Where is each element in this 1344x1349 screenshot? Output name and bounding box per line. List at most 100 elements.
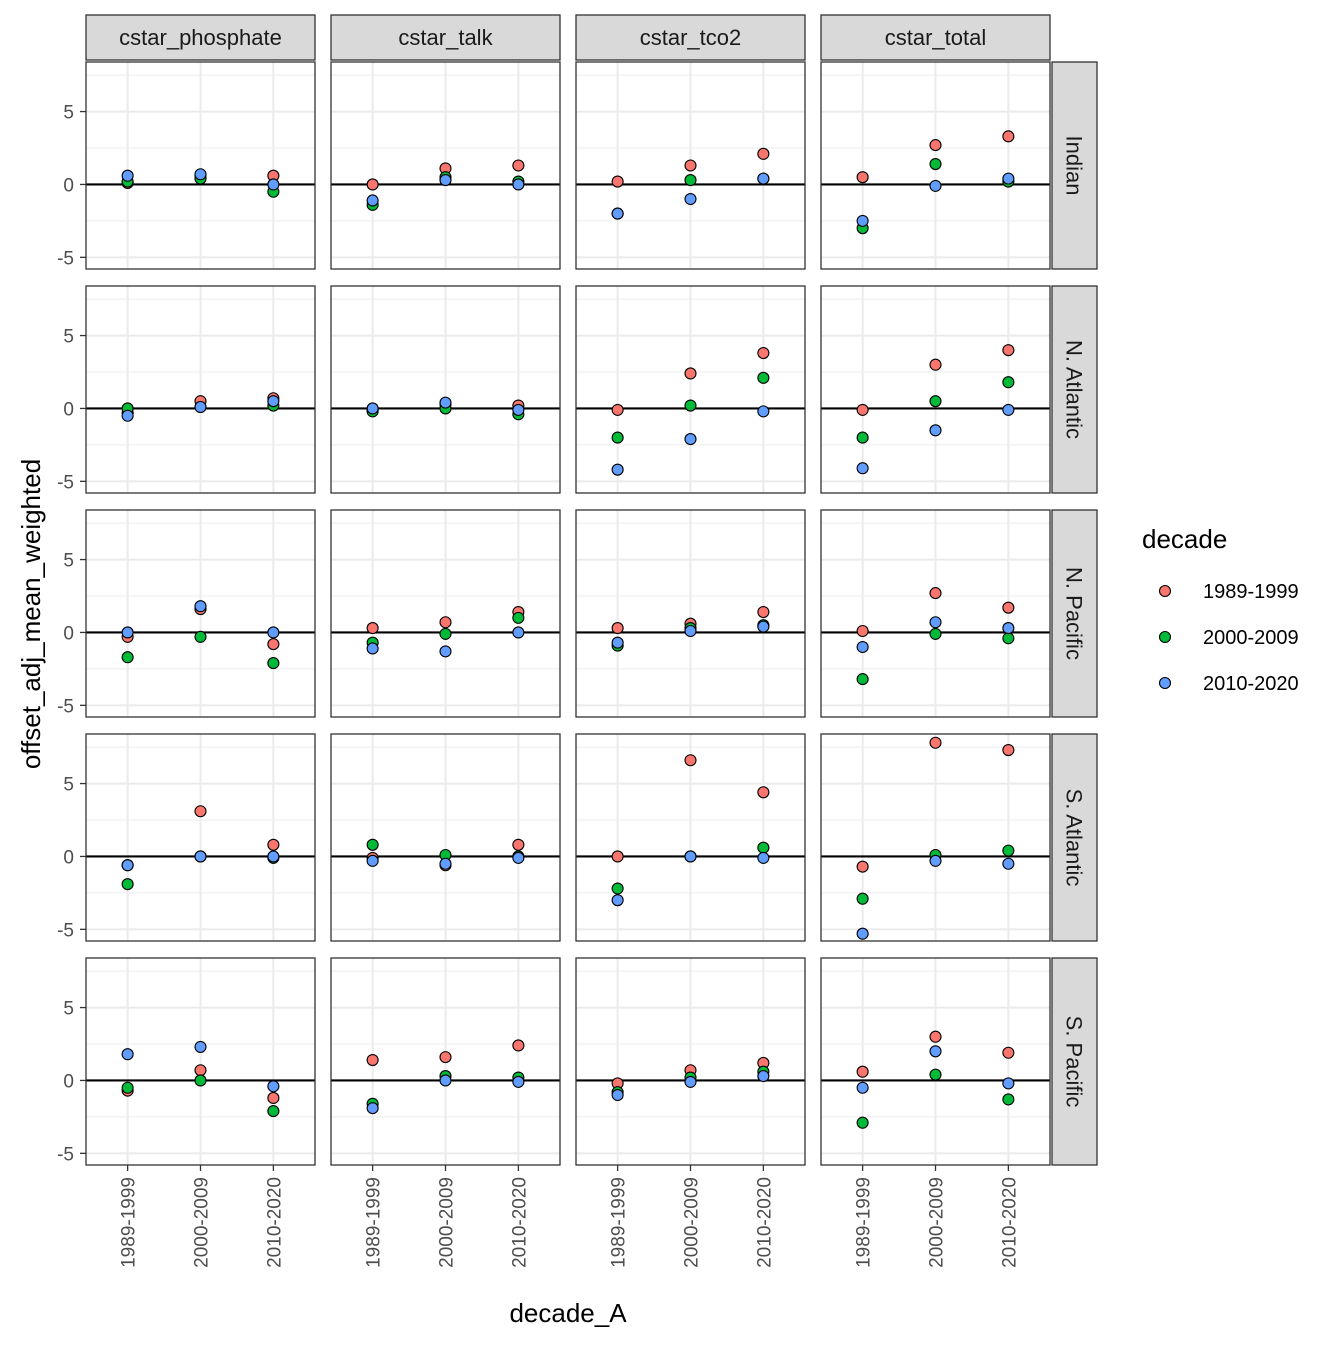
- facet-row-label: N. Atlantic: [1062, 340, 1087, 439]
- data-point: [366, 178, 379, 191]
- data-point: [194, 1040, 207, 1053]
- data-point: [194, 630, 207, 643]
- y-tick-label: -5: [57, 696, 74, 717]
- data-point: [121, 409, 134, 422]
- data-point: [267, 1080, 280, 1093]
- y-tick-label: -5: [57, 1144, 74, 1165]
- facet-col-label: cstar_talk: [398, 25, 493, 50]
- data-point: [439, 1051, 452, 1064]
- data-point: [121, 1081, 134, 1094]
- data-point: [757, 371, 770, 384]
- data-point: [1002, 857, 1015, 870]
- y-tick-label: 0: [63, 623, 74, 644]
- facet-panel: [86, 734, 315, 941]
- data-point: [684, 399, 697, 412]
- facet-panel: [576, 734, 805, 941]
- y-tick-label: 0: [63, 399, 74, 420]
- data-point: [684, 850, 697, 863]
- data-point: [439, 857, 452, 870]
- data-point: [757, 405, 770, 418]
- data-point: [1002, 172, 1015, 185]
- data-point: [439, 396, 452, 409]
- facet-col-strip: [85, 14, 316, 61]
- data-point: [929, 854, 942, 867]
- facet-panel: [821, 510, 1050, 717]
- data-point: [366, 854, 379, 867]
- data-point: [929, 139, 942, 152]
- y-tick-label: 5: [63, 551, 74, 572]
- x-tick-label: 1989-1999: [609, 1177, 630, 1268]
- data-point: [121, 878, 134, 891]
- data-point: [512, 178, 525, 191]
- data-point: [684, 159, 697, 172]
- facet-row-strip: [1051, 61, 1098, 270]
- legend-key: [1158, 584, 1172, 598]
- facet-row-label: S. Atlantic: [1062, 789, 1087, 887]
- data-point: [439, 1074, 452, 1087]
- legend: decade 1989-1999 2000-2009 2010-2020: [1142, 524, 1299, 695]
- data-point: [366, 1102, 379, 1115]
- y-tick-label: 5: [63, 103, 74, 124]
- x-tick-label: 1989-1999: [119, 1177, 140, 1268]
- x-tick-label: 2010-2020: [264, 1177, 285, 1268]
- data-point: [684, 174, 697, 187]
- data-point: [929, 358, 942, 371]
- facet-panel: [86, 62, 315, 269]
- data-point: [611, 850, 624, 863]
- data-point: [856, 673, 869, 686]
- panel-border: [85, 285, 316, 494]
- data-point: [267, 1091, 280, 1104]
- data-point: [611, 894, 624, 907]
- data-point: [856, 624, 869, 638]
- data-point: [856, 860, 869, 873]
- data-point: [512, 159, 525, 172]
- data-point: [856, 1116, 869, 1129]
- data-point: [267, 638, 280, 651]
- axis-layer: -5 0 5 -5 0 5 -5 0 5 -5 0 5 -5 0 5 1989-1999 2000-2009 20…: [57, 103, 1020, 1268]
- data-point: [267, 838, 280, 851]
- data-point: [856, 892, 869, 905]
- data-point: [611, 175, 624, 188]
- data-point: [512, 626, 525, 639]
- data-point: [856, 431, 869, 444]
- data-point: [366, 838, 379, 851]
- data-point: [929, 1030, 942, 1043]
- data-point: [929, 587, 942, 600]
- data-point: [684, 624, 697, 638]
- data-point: [1002, 844, 1015, 857]
- data-point: [757, 347, 770, 360]
- data-point: [929, 1045, 942, 1058]
- data-point: [512, 403, 525, 416]
- data-point: [366, 622, 379, 635]
- data-point: [611, 636, 624, 649]
- data-point: [929, 1068, 942, 1081]
- y-tick-label: 0: [63, 847, 74, 868]
- facet-col-label: cstar_phosphate: [119, 25, 282, 50]
- data-point: [757, 841, 770, 854]
- panel-border: [820, 509, 1051, 718]
- data-point: [1002, 601, 1015, 614]
- data-point: [1002, 344, 1015, 357]
- y-tick-label: 5: [63, 327, 74, 348]
- facet-col-strip: [575, 14, 806, 61]
- y-axis-title: offset_adj_mean_weighted: [16, 459, 46, 769]
- x-tick-label: 2000-2009: [192, 1177, 213, 1268]
- data-point: [267, 178, 280, 191]
- facet-panel: [86, 286, 315, 493]
- data-point: [757, 620, 770, 633]
- data-point: [856, 1081, 869, 1094]
- data-point: [856, 640, 869, 654]
- facet-col-label: cstar_tco2: [640, 25, 742, 50]
- x-tick-label: 1989-1999: [854, 1177, 875, 1268]
- data-point: [856, 927, 869, 940]
- data-point: [856, 1065, 869, 1078]
- data-point: [1002, 130, 1015, 143]
- y-tick-label: -5: [57, 248, 74, 269]
- data-point: [856, 214, 869, 227]
- legend-key: [1158, 676, 1172, 690]
- x-tick-label: 2010-2020: [509, 1177, 530, 1268]
- data-point: [439, 627, 452, 640]
- panel-border: [575, 61, 806, 270]
